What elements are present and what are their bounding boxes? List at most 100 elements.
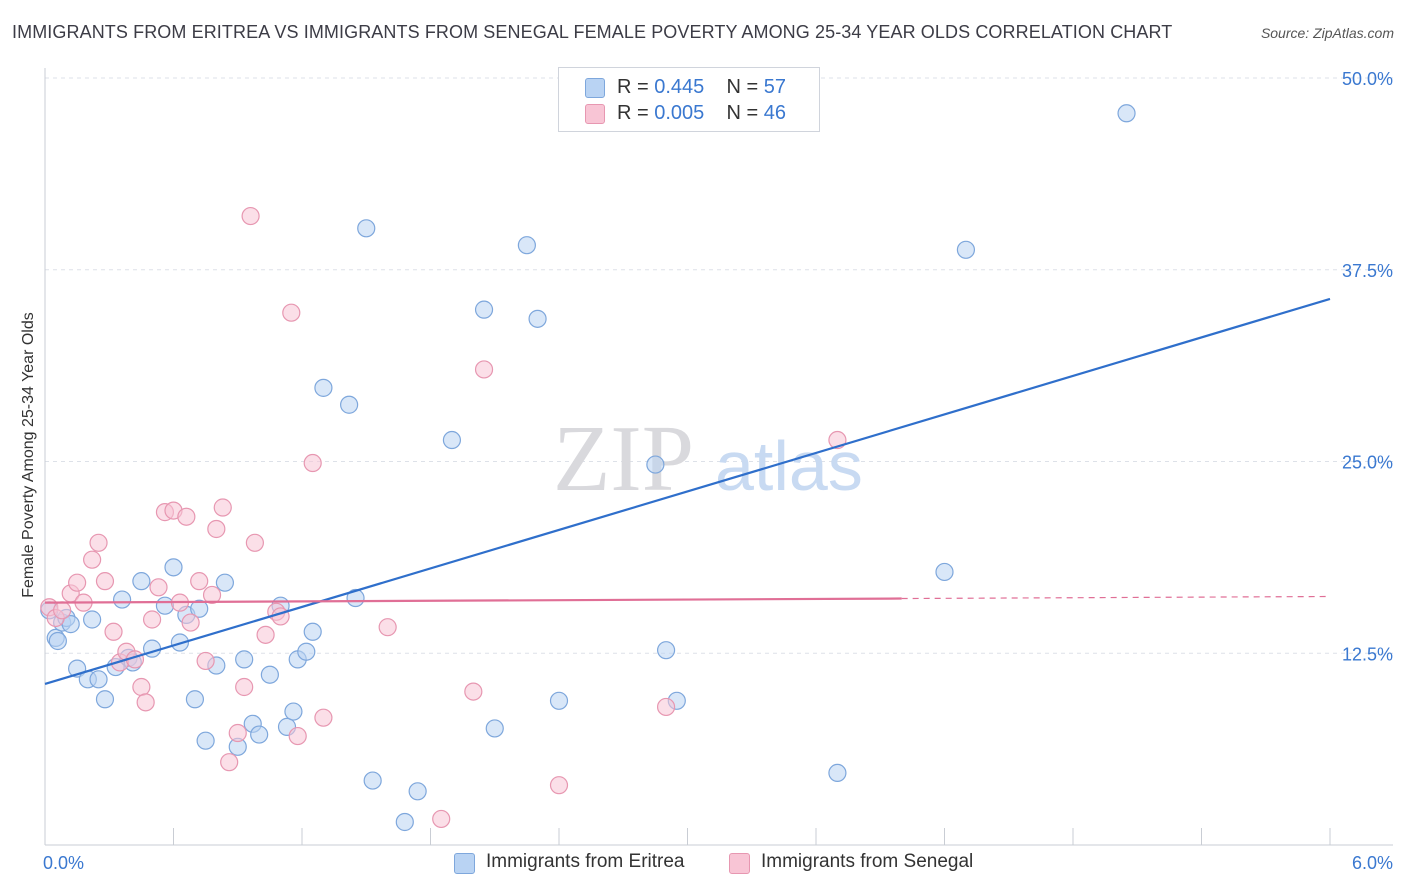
- eritrea-point: [112, 590, 132, 609]
- senegal-point: [282, 303, 301, 322]
- senegal-point: [256, 625, 275, 644]
- senegal-point: [245, 533, 264, 552]
- eritrea-point: [656, 641, 676, 660]
- legend-label-senegal: Immigrants from Senegal: [761, 851, 974, 872]
- senegal-point: [303, 453, 322, 473]
- eritrea-swatch: [454, 853, 475, 874]
- senegal-point: [136, 693, 155, 712]
- senegal-swatch: [585, 104, 605, 124]
- eritrea-point: [48, 631, 67, 651]
- eritrea-point: [956, 240, 976, 259]
- eritrea-point: [250, 725, 269, 744]
- y-tick-label: 50.0%: [1342, 69, 1393, 89]
- eritrea-point: [1117, 104, 1136, 123]
- senegal-point: [132, 677, 151, 697]
- eritrea-point: [395, 812, 414, 832]
- senegal-point: [314, 708, 333, 727]
- eritrea-point: [164, 558, 183, 577]
- senegal-point: [213, 498, 232, 517]
- correlation-legend: R = 0.445 N = 57 R = 0.005 N = 46: [558, 67, 820, 132]
- senegal-point: [220, 753, 239, 772]
- senegal-swatch: [729, 853, 750, 874]
- senegal-point: [241, 206, 260, 226]
- senegal-point: [235, 677, 254, 697]
- senegal-point: [177, 507, 196, 526]
- gridlines: [45, 77, 1393, 654]
- axes: [44, 68, 1393, 846]
- eritrea-point: [340, 395, 359, 414]
- eritrea-point: [303, 622, 322, 641]
- n-label: N =: [726, 76, 764, 98]
- n-label: N =: [726, 102, 764, 124]
- eritrea-point: [190, 599, 209, 618]
- senegal-point: [89, 533, 108, 552]
- senegal-point: [149, 578, 168, 597]
- eritrea-point: [646, 455, 665, 474]
- eritrea-point: [549, 691, 569, 710]
- senegal-point: [228, 723, 247, 743]
- eritrea-point: [89, 670, 108, 689]
- x-tick-label: 6.0%: [1352, 853, 1393, 873]
- eritrea-point: [297, 642, 316, 661]
- eritrea-point: [314, 378, 333, 397]
- r-label: R =: [617, 76, 655, 98]
- trend-lines: [44, 297, 1331, 685]
- eritrea-point: [215, 573, 234, 592]
- r-value: 0.005: [654, 102, 705, 124]
- eritrea-point: [235, 650, 254, 669]
- eritrea-point: [935, 562, 954, 582]
- eritrea-point: [346, 588, 365, 608]
- eritrea-point: [442, 430, 462, 450]
- senegal-point: [190, 572, 209, 591]
- eritrea-point: [363, 771, 382, 790]
- source-label: Source: ZipAtlas.com: [1260, 25, 1394, 41]
- senegal-point: [378, 618, 397, 637]
- y-tick-label: 25.0%: [1342, 453, 1393, 473]
- r-value: 0.445: [654, 76, 705, 98]
- n-value: 46: [763, 102, 787, 124]
- eritrea-point: [155, 596, 175, 615]
- x-tick-labels: 0.0% 6.0%: [43, 853, 1393, 873]
- eritrea-swatch: [585, 78, 605, 98]
- y-axis-label: Female Poverty Among 25-34 Year Olds: [20, 312, 37, 598]
- r-label: R =: [617, 102, 655, 124]
- senegal-point: [142, 610, 162, 629]
- eritrea-point: [357, 219, 376, 238]
- y-tick-labels: 12.5% 25.0% 37.5% 50.0%: [1342, 69, 1393, 664]
- senegal-point: [202, 585, 222, 605]
- senegal-point: [474, 360, 494, 379]
- eritrea-point: [83, 610, 102, 629]
- watermark: ZIP atlas: [553, 407, 863, 511]
- senegal-point: [83, 550, 102, 569]
- senegal-point: [432, 809, 451, 829]
- eritrea-point: [474, 300, 494, 319]
- eritrea-point: [185, 690, 205, 709]
- y-tick-label: 12.5%: [1342, 644, 1393, 664]
- eritrea-point: [95, 690, 115, 709]
- senegal-point: [53, 601, 72, 620]
- eritrea-point: [408, 782, 427, 801]
- senegal-point: [549, 776, 569, 795]
- senegal-point: [656, 697, 676, 717]
- senegal-point: [207, 519, 226, 539]
- senegal-point: [288, 726, 307, 746]
- senegal-point: [196, 651, 215, 671]
- eritrea-point: [260, 665, 279, 684]
- eritrea-trend-line: [44, 297, 1331, 685]
- eritrea-point: [284, 702, 303, 721]
- eritrea-point: [828, 763, 847, 783]
- eritrea-point: [517, 236, 536, 255]
- eritrea-point: [528, 309, 547, 328]
- eritrea-point: [132, 572, 151, 591]
- eritrea-point: [196, 731, 215, 750]
- chart-title: IMMIGRANTS FROM ERITREA VS IMMIGRANTS FR…: [12, 22, 1173, 42]
- senegal-point: [464, 682, 483, 701]
- watermark-zip: ZIP: [553, 407, 694, 511]
- senegal-point: [68, 573, 87, 592]
- n-value: 57: [763, 76, 787, 98]
- y-tick-label: 37.5%: [1342, 261, 1393, 281]
- senegal-trend-line-extension: [901, 595, 1331, 600]
- senegal-point: [95, 572, 115, 591]
- senegal-trend-line: [44, 597, 902, 604]
